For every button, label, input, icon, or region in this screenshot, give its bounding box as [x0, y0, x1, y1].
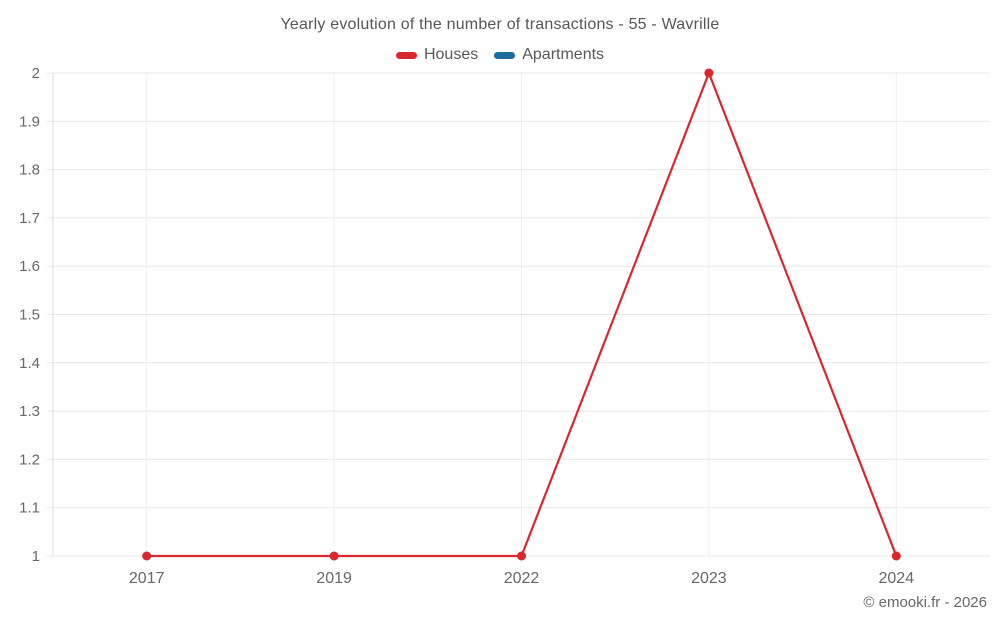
x-axis-tick-label: 2022	[504, 570, 540, 587]
legend: Houses Apartments	[0, 45, 1000, 65]
apartments-legend-label: Apartments	[522, 46, 605, 63]
y-axis-tick-label: 1.1	[19, 500, 40, 517]
data-point-houses[interactable]	[704, 68, 714, 78]
y-axis-tick-label: 2	[32, 65, 40, 82]
y-axis-tick-label: 1.5	[19, 307, 40, 324]
y-axis-tick-label: 1.8	[19, 162, 40, 179]
data-point-houses[interactable]	[517, 551, 526, 561]
y-axis-tick-label: 1.9	[19, 113, 40, 130]
legend-item-apartments[interactable]: Apartments	[494, 46, 604, 64]
data-point-houses[interactable]	[329, 551, 339, 561]
copyright: © emooki.fr - 2026	[863, 594, 987, 611]
apartments-legend-swatch	[494, 51, 516, 59]
legend-item-houses[interactable]: Houses	[395, 46, 479, 64]
y-axis-tick-label: 1.3	[19, 403, 40, 420]
y-axis-tick-label: 1.7	[19, 210, 40, 227]
x-axis-tick-label: 2024	[879, 570, 915, 587]
houses-legend-label: Houses	[423, 46, 479, 63]
y-axis-tick-label: 1.4	[19, 355, 40, 372]
y-axis-tick-label: 1.6	[19, 258, 40, 275]
y-axis-tick-label: 1.2	[19, 451, 40, 468]
chart-title: Yearly evolution of the number of transa…	[280, 16, 720, 33]
x-axis-tick-label: 2017	[129, 570, 165, 587]
x-axis-tick-label: 2019	[316, 570, 352, 587]
x-axis-tick-label: 2023	[691, 570, 727, 587]
houses-legend-swatch	[395, 51, 417, 59]
data-point-houses[interactable]	[142, 551, 152, 561]
y-axis-tick-label: 1	[32, 548, 40, 565]
data-point-houses[interactable]	[891, 551, 901, 561]
